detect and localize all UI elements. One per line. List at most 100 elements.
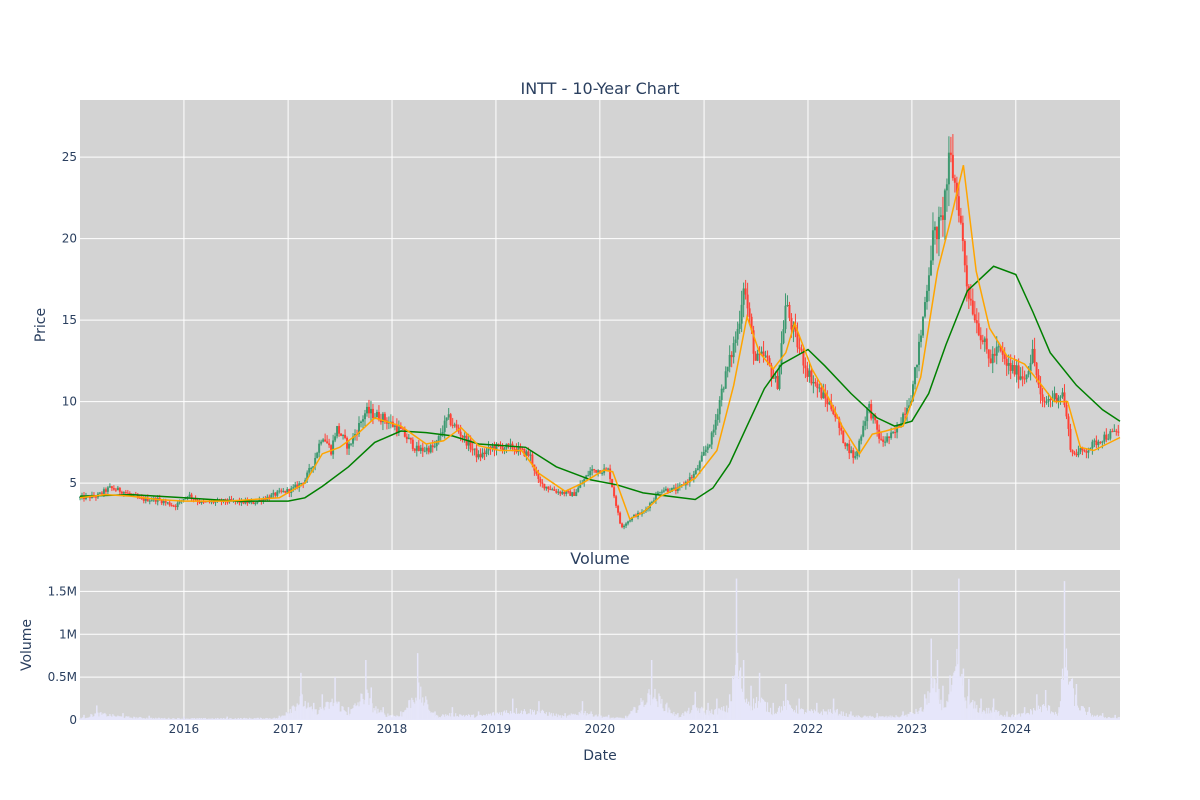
candle-body [1029, 362, 1032, 372]
volume-bar [182, 718, 184, 720]
volume-bar [1084, 711, 1087, 720]
candle-body [995, 346, 998, 356]
volume-bar [649, 694, 651, 720]
volume-bar [1053, 714, 1056, 720]
candle-increasing [902, 412, 905, 424]
candle-decreasing [573, 488, 576, 497]
candle-body [298, 483, 301, 488]
candle-body [714, 419, 717, 430]
candle-body [519, 446, 522, 449]
volume-bar [612, 717, 614, 720]
volume-bar [846, 716, 848, 720]
volume-bar [913, 714, 915, 720]
volume-bar [1098, 715, 1100, 720]
candle-increasing [724, 366, 727, 389]
candle-increasing [525, 449, 528, 461]
candle-increasing [736, 321, 739, 346]
candle-body [423, 450, 426, 452]
volume-bar [170, 719, 172, 720]
candle-decreasing [816, 379, 819, 398]
candle-increasing [720, 384, 723, 407]
candle-body [742, 288, 745, 305]
volume-bar [1083, 708, 1086, 720]
candle-body [324, 439, 327, 442]
volume-bar [676, 714, 678, 720]
candle-body [937, 216, 940, 240]
candle-increasing [106, 486, 109, 495]
candle-increasing [407, 434, 410, 440]
candle-decreasing [1095, 435, 1098, 449]
volume-bar [872, 716, 874, 720]
volume-bar [992, 698, 995, 720]
candle-body [694, 470, 697, 474]
volume-bar [500, 712, 503, 720]
volume-bar [1107, 717, 1109, 720]
volume-bar [278, 715, 281, 720]
volume-bar [868, 715, 870, 720]
candle-body [979, 335, 982, 341]
volume-bar [1030, 709, 1032, 720]
volume-bar [776, 711, 779, 720]
candle-increasing [939, 207, 942, 221]
volume-bar [224, 718, 227, 720]
volume-bar [978, 712, 980, 720]
volume-bar [944, 707, 946, 720]
volume-bar [690, 712, 692, 720]
volume-bar [696, 707, 698, 720]
volume-bar [151, 717, 153, 720]
candle-body [326, 441, 329, 444]
candle-increasing [714, 414, 717, 436]
volume-bar [725, 712, 727, 720]
volume-bar [871, 716, 873, 720]
volume-bar [132, 718, 134, 720]
candle-increasing [784, 293, 787, 334]
volume-bar [137, 718, 139, 720]
volume-bar [523, 709, 526, 720]
candle-body [334, 436, 337, 441]
volume-bar [1062, 679, 1065, 720]
candle-decreasing [1111, 428, 1114, 433]
volume-bar [890, 717, 892, 720]
volume-bar [405, 709, 407, 720]
candle-body [513, 448, 516, 450]
volume-bar [466, 714, 468, 720]
candle-body [943, 190, 946, 220]
volume-bar [767, 712, 770, 720]
candle-body [1115, 430, 1118, 432]
volume-bar [742, 660, 745, 720]
volume-bar [177, 717, 179, 720]
volume-bar [130, 717, 132, 720]
candle-body [176, 502, 179, 508]
candle-decreasing [987, 349, 990, 367]
candle-body [828, 402, 831, 405]
candle-increasing [176, 501, 179, 510]
candle-decreasing [613, 483, 616, 499]
volume-bar [735, 664, 737, 720]
volume-bar [893, 717, 895, 720]
price-y-tick-label: 25 [62, 150, 77, 164]
candle-decreasing [609, 464, 612, 484]
volume-bar [86, 717, 88, 720]
candle-increasing [850, 446, 853, 454]
volume-bar [752, 698, 755, 720]
candle-increasing [764, 350, 767, 358]
volume-bar [758, 672, 761, 720]
volume-bar [525, 714, 528, 720]
candle-body [804, 365, 807, 369]
candle-body [782, 329, 785, 344]
volume-bar [689, 714, 691, 720]
volume-bar [795, 705, 798, 720]
candle-body [543, 483, 546, 489]
candle-decreasing [118, 487, 121, 495]
candle-increasing [1029, 354, 1032, 381]
volume-bar [318, 710, 320, 720]
volume-bar [574, 713, 576, 720]
candle-body [676, 487, 679, 491]
candle-body [367, 406, 370, 414]
candle-increasing [1113, 424, 1116, 432]
volume-bar [567, 715, 569, 720]
candle-body [451, 425, 454, 427]
volume-bar [1103, 717, 1105, 720]
volume-bar [569, 715, 571, 720]
volume-bar [499, 715, 502, 720]
